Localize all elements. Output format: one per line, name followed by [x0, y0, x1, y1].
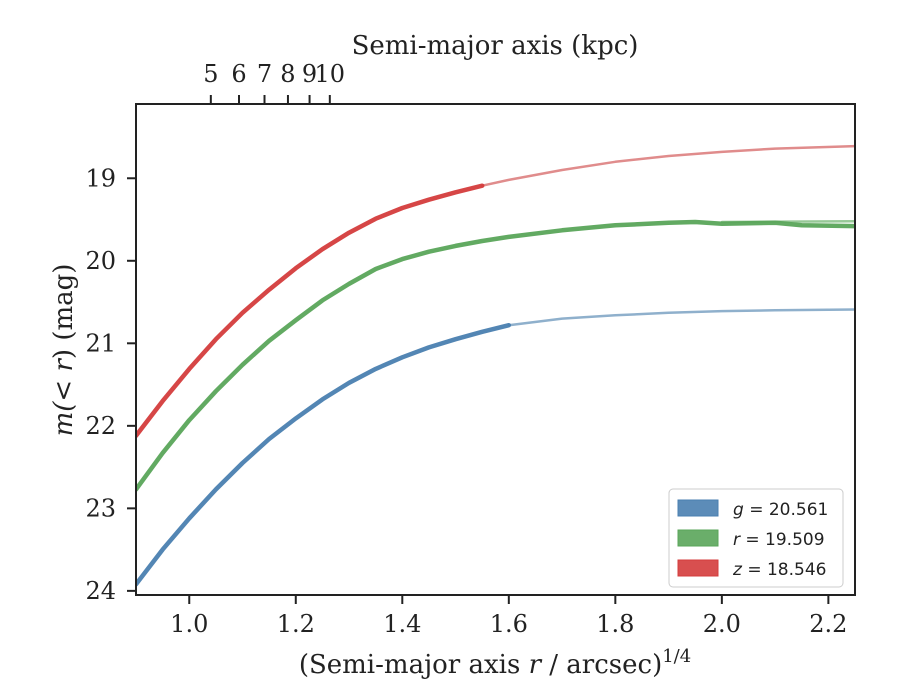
x-tick-label: 1.6 [490, 610, 528, 638]
legend-label-z: z = 18.546 [732, 560, 826, 580]
x-axis-title-exponent: 1/4 [662, 646, 691, 667]
y-axis: 19 20 21 22 23 24 [85, 164, 136, 605]
y-tick-label: 24 [85, 577, 116, 605]
x-tick-label: 1.4 [383, 610, 421, 638]
legend-value: = 20.561 [744, 500, 829, 520]
legend-value: = 19.509 [740, 530, 825, 550]
top-tick-label: 8 [280, 60, 295, 88]
top-tick-label: 6 [231, 60, 246, 88]
x-axis-title: (Semi-major axis r / arcsec)1/4 [299, 646, 691, 680]
y-tick-label: 22 [85, 412, 116, 440]
x-tick-label: 1.2 [277, 610, 315, 638]
legend-band: z [732, 560, 743, 580]
legend-band: g [733, 500, 744, 520]
y-axis-title: m(< r) (mag) [49, 264, 79, 437]
legend-label-r: r = 19.509 [733, 530, 825, 550]
x-tick-label: 1.0 [170, 610, 208, 638]
legend-swatch-r [677, 529, 719, 547]
top-axis: 5 6 7 8 910 [203, 60, 345, 104]
top-tick-label: 7 [257, 60, 272, 88]
x-axis-title-var: r [529, 650, 543, 680]
x-axis-title-mid: / arcsec) [541, 650, 662, 680]
series-g-fit-line [507, 308, 855, 327]
series-z-fit-line [480, 144, 855, 187]
top-axis-title: Semi-major axis (kpc) [352, 31, 639, 61]
x-tick-label: 2.0 [703, 610, 741, 638]
series-z-line [136, 183, 485, 438]
y-tick-label: 20 [85, 247, 116, 275]
x-axis: 1.0 1.2 1.4 1.6 1.8 2.0 2.2 [170, 595, 847, 638]
series-r-line [136, 219, 855, 492]
series-layer [136, 144, 855, 587]
legend-band: r [733, 530, 741, 550]
y-tick-label: 21 [85, 329, 116, 357]
y-tick-label: 19 [85, 164, 116, 192]
top-tick-label: 9 [302, 60, 317, 88]
y-axis-title-open: (< [49, 372, 79, 412]
top-tick-label: 10 [315, 60, 346, 88]
y-tick-label: 23 [85, 494, 116, 522]
y-axis-title-var: r [49, 358, 79, 372]
x-tick-label: 1.8 [596, 610, 634, 638]
plot-frame [135, 103, 856, 596]
top-tick-label: 5 [203, 60, 218, 88]
legend-label-g: g = 20.561 [733, 500, 828, 520]
y-axis-title-suffix: ) (mag) [49, 264, 79, 360]
legend-swatch-z [677, 559, 719, 577]
legend-swatch-g [677, 499, 719, 517]
y-axis-title-m: m [49, 412, 79, 437]
series-g-line [136, 322, 512, 587]
legend-value: = 18.546 [742, 560, 827, 580]
x-axis-title-prefix: (Semi-major axis [299, 650, 529, 680]
x-tick-label: 2.2 [809, 610, 847, 638]
